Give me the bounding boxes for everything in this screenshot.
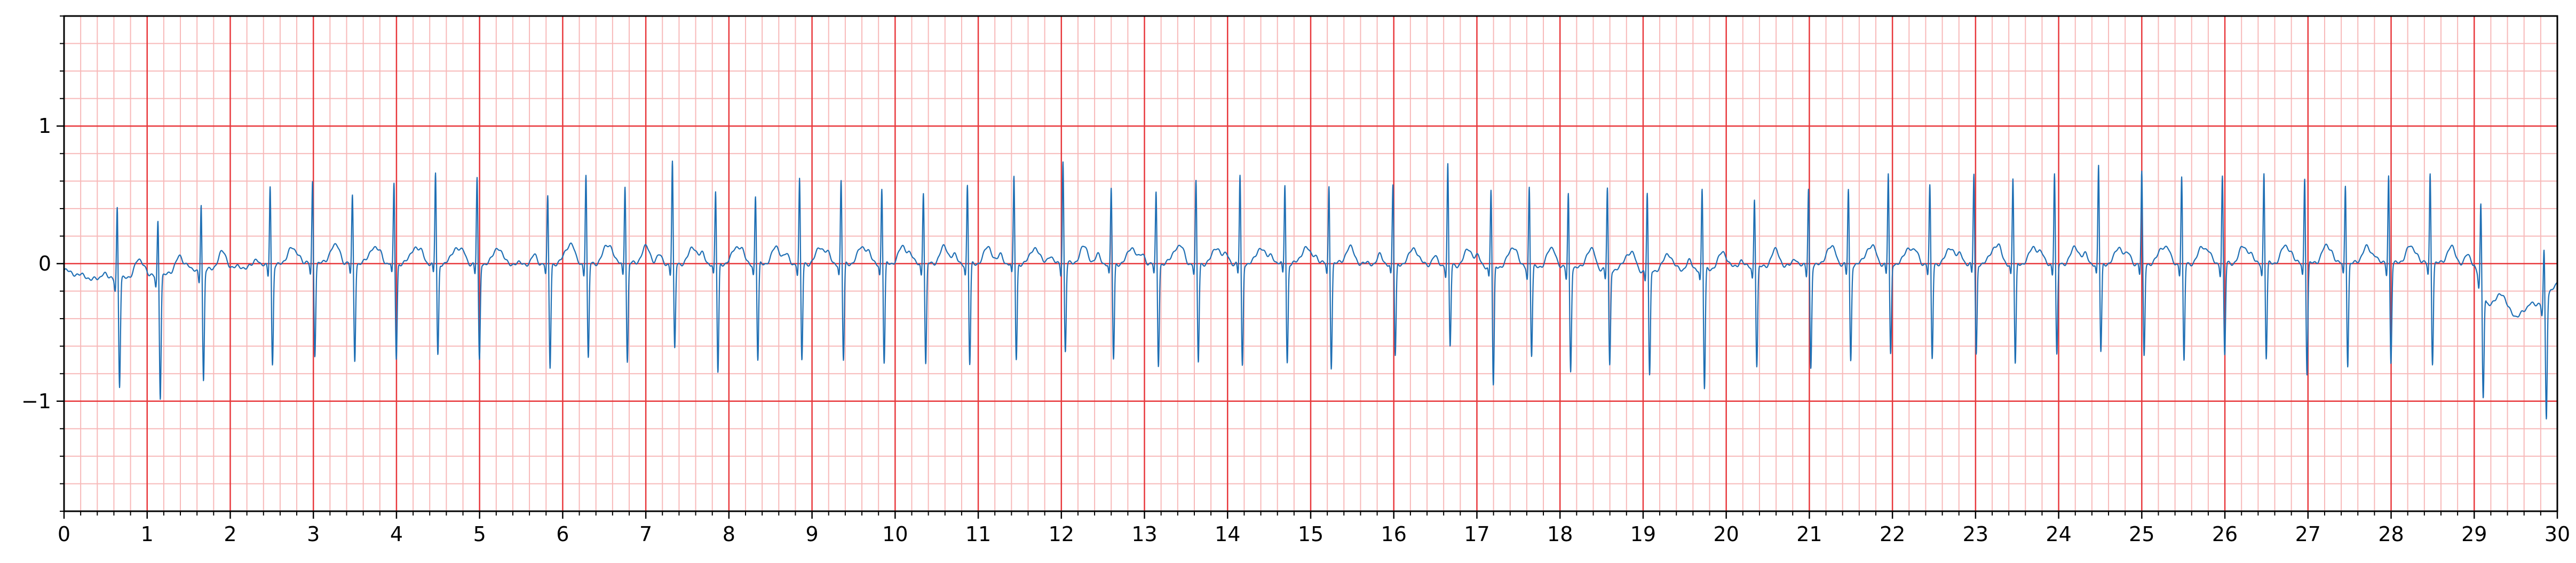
x-tick-label: 8 xyxy=(723,522,735,546)
x-tick-label: 13 xyxy=(1131,522,1157,546)
x-tick-label: 9 xyxy=(806,522,819,546)
x-tick-label: 4 xyxy=(390,522,403,546)
y-tick-label: 1 xyxy=(38,114,51,138)
x-tick-label: 17 xyxy=(1464,522,1489,546)
x-tick-label: 11 xyxy=(965,522,991,546)
x-tick-label: 1 xyxy=(141,522,154,546)
x-tick-label: 23 xyxy=(1963,522,1988,546)
x-tick-label: 2 xyxy=(224,522,236,546)
x-tick-label: 27 xyxy=(2295,522,2321,546)
x-tick-label: 25 xyxy=(2129,522,2154,546)
ecg-trace xyxy=(64,160,2558,420)
x-tick-label: 0 xyxy=(58,522,70,546)
major-grid xyxy=(63,16,2558,511)
x-tick-label: 19 xyxy=(1630,522,1656,546)
ecg-series-line xyxy=(64,160,2558,420)
y-tick-label: −1 xyxy=(21,390,51,413)
x-tick-label: 5 xyxy=(473,522,486,546)
x-tick-label: 28 xyxy=(2378,522,2404,546)
x-tick-label: 18 xyxy=(1547,522,1573,546)
x-axis: 0 1 2 3 4 5 6 7 8 9 10 11 12 13 14 15 16 17 18 19 20 21 22 23 24… xyxy=(58,511,2570,546)
x-tick-label: 29 xyxy=(2461,522,2487,546)
x-tick-label: 26 xyxy=(2212,522,2238,546)
y-tick-label: 0 xyxy=(38,252,51,275)
x-tick-label: 12 xyxy=(1049,522,1074,546)
x-tick-label: 22 xyxy=(1880,522,1905,546)
x-tick-label: 10 xyxy=(882,522,908,546)
x-tick-label: 7 xyxy=(639,522,652,546)
x-tick-label: 6 xyxy=(556,522,569,546)
x-tick-label: 30 xyxy=(2545,522,2570,546)
x-tick-label: 15 xyxy=(1298,522,1323,546)
x-tick-label: 16 xyxy=(1381,522,1407,546)
x-tick-label: 24 xyxy=(2046,522,2071,546)
y-axis: 1 0 −1 xyxy=(21,15,64,512)
x-tick-label: 3 xyxy=(307,522,320,546)
x-tick-label: 20 xyxy=(1713,522,1739,546)
x-tick-label: 21 xyxy=(1796,522,1822,546)
x-tick-label: 14 xyxy=(1215,522,1240,546)
